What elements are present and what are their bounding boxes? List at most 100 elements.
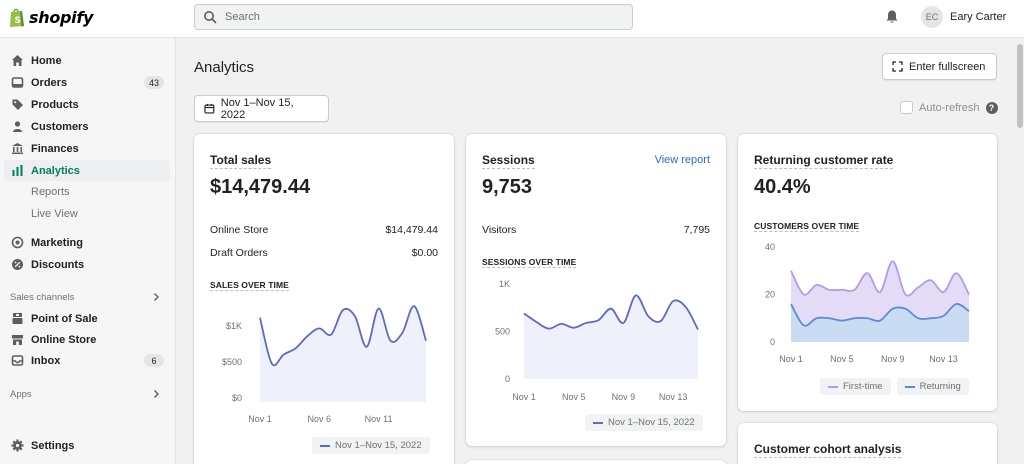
sidebar-item-marketing[interactable]: Marketing [4,232,170,253]
inbox-icon [11,354,24,367]
chart-title[interactable]: SESSIONS OVER TIME [482,257,577,268]
y-tick-label: 0 [770,337,775,347]
scrollbar[interactable] [1016,38,1024,464]
legend-item-returning[interactable]: Returning [896,378,969,395]
sidebar-subitem-reports[interactable]: Reports [31,186,70,198]
gear-icon [11,439,24,452]
y-tick-label: 20 [765,290,775,300]
legend-item[interactable]: Nov 1–Nov 15, 2022 [585,414,703,431]
card-title[interactable]: Returning customer rate [754,153,894,169]
sidebar-item-label: Products [31,98,79,111]
card-title[interactable]: Total sales [210,153,272,169]
notification-bell-icon[interactable] [884,9,900,25]
search-input[interactable] [225,11,605,23]
date-range-label: Nov 1–Nov 15, 2022 [220,96,294,121]
sidebar-item-label: Marketing [31,236,83,249]
svg-text:S: S [15,16,21,26]
sessions-value: 9,753 [482,176,533,198]
legend-swatch [828,385,838,388]
scrollbar-thumb[interactable] [1017,44,1023,128]
pos-icon [11,312,24,325]
shopify-logo[interactable]: S shopify [8,7,93,28]
legend-item-first-time[interactable]: First-time [820,378,891,395]
sidebar-item-inbox[interactable]: Inbox 6 [4,350,170,371]
avatar[interactable]: EC [921,6,943,28]
legend-label: Nov 1–Nov 15, 2022 [335,440,422,451]
card-title[interactable]: Sessions [482,153,535,169]
y-tick-label: 500 [495,327,510,337]
sidebar-item-label: Settings [31,439,75,452]
chart-legend: Nov 1–Nov 15, 2022 [585,414,703,431]
sidebar-item-online-store[interactable]: Online Store [4,329,170,350]
view-report-link[interactable]: View report [654,154,710,166]
legend-label: First-time [843,381,883,392]
auto-refresh-label: Auto-refresh [919,101,980,114]
breakdown-label: Draft Orders [210,247,268,259]
date-range-picker[interactable]: Nov 1–Nov 15, 2022 [194,95,329,122]
x-tick-label: Nov 6 [308,414,332,424]
sidebar-item-products[interactable]: Products [4,94,170,115]
total-sales-value: $14,479.44 [210,176,311,198]
enter-fullscreen-label: Enter fullscreen [909,60,986,73]
top-bar: S shopify EC Eary Carter [0,0,1024,38]
sidebar-item-label: Customers [31,120,89,133]
chevron-right-icon[interactable] [151,292,161,302]
breakdown-value: $0.00 [411,247,438,259]
sidebar-item-point-of-sale[interactable]: Point of Sale [4,308,170,329]
card-title[interactable]: Customer cohort analysis [754,442,902,458]
sidebar-item-label: Finances [31,142,79,155]
sidebar-item-home[interactable]: Home [4,50,170,71]
first-time-line [790,260,970,297]
series-area [260,306,426,402]
series-area [524,295,698,379]
legend-item[interactable]: Nov 1–Nov 15, 2022 [312,437,430,454]
legend-label: Nov 1–Nov 15, 2022 [608,417,695,428]
sessions-card: Sessions View report 9,753 Visitors 7,79… [466,134,726,446]
x-tick-label: Nov 9 [612,392,636,402]
user-name[interactable]: Eary Carter [950,11,1007,23]
x-tick-label: Nov 1 [779,354,803,364]
customer-cohort-card: Customer cohort analysis [738,423,997,464]
calendar-icon [204,103,215,114]
x-tick-label: Nov 5 [562,392,586,402]
breakdown-value: 7,795 [683,224,710,236]
orders-icon [11,76,24,89]
sidebar-item-analytics[interactable]: Analytics [4,160,170,181]
y-tick-label: $0 [232,393,242,403]
chart-title[interactable]: CUSTOMERS OVER TIME [754,221,860,232]
legend-swatch [904,385,915,388]
apps-label: Apps [10,389,32,400]
chart-legend: First-time Returning [820,378,969,395]
auto-refresh-toggle[interactable]: Auto-refresh ? [900,101,998,114]
search-icon [204,11,217,24]
sidebar-item-orders[interactable]: Orders 43 [4,72,170,93]
home-icon [11,54,24,67]
y-tick-label: $1K [226,321,242,331]
breakdown-value: $14,479.44 [385,224,438,236]
sidebar-item-label: Discounts [31,258,85,271]
sidebar-item-settings[interactable]: Settings [4,435,170,456]
target-icon [11,236,24,249]
chart-title[interactable]: SALES OVER TIME [210,280,289,291]
auto-refresh-checkbox[interactable] [900,101,913,114]
chevron-right-icon[interactable] [151,389,161,399]
returning-area [791,303,969,342]
search-bar[interactable] [194,4,633,30]
sidebar-subitem-live-view[interactable]: Live View [31,208,78,220]
sidebar-item-finances[interactable]: Finances [4,138,170,159]
y-tick-label: 40 [765,242,775,252]
x-tick-label: Nov 5 [830,354,854,364]
x-tick-label: Nov 11 [365,414,393,424]
sidebar-item-label: Home [31,54,62,67]
sidebar-item-label: Inbox [31,354,61,367]
y-tick-label: $500 [222,357,242,367]
help-icon[interactable]: ? [985,101,998,114]
x-tick-label: Nov 1 [248,414,272,424]
returning-line [790,303,970,327]
legend-label: Returning [919,381,961,392]
enter-fullscreen-button[interactable]: Enter fullscreen [882,53,997,80]
sidebar-item-customers[interactable]: Customers [4,116,170,137]
sidebar-item-label: Point of Sale [31,312,98,325]
discount-icon [11,258,24,271]
sidebar-item-discounts[interactable]: Discounts [4,254,170,275]
